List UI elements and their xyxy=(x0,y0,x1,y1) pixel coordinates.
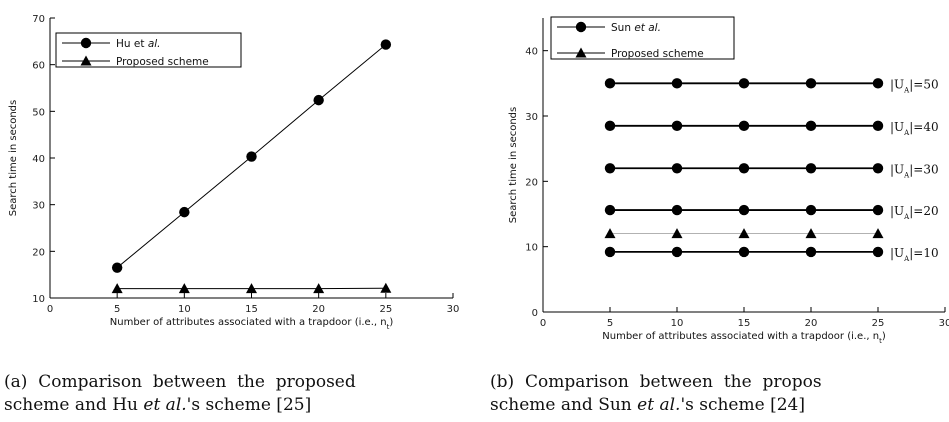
legend-label: Proposed scheme xyxy=(116,56,209,68)
circle-marker xyxy=(738,246,750,258)
x-tick-label: 25 xyxy=(379,304,392,315)
circle-marker xyxy=(872,163,884,174)
circle-marker xyxy=(380,39,392,50)
series-annotation: |UA|=30 xyxy=(890,162,939,179)
series-annotation: |UA|=10 xyxy=(890,246,939,263)
caption-line-1: (a) Comparison between the proposed xyxy=(4,372,356,392)
series-annotation: |UA|=50 xyxy=(890,77,939,94)
circle-marker xyxy=(671,78,683,89)
y-axis-label: Search time in seconds xyxy=(8,100,19,216)
x-axis-label: Number of attributes associated with a t… xyxy=(110,317,394,331)
y-tick-label: 40 xyxy=(32,154,45,165)
caption-line-1: (b) Comparison between the propos xyxy=(490,372,822,392)
caption-line-2: scheme and Sun et al.'s scheme [24] xyxy=(490,395,805,415)
legend-label: Hu et al. xyxy=(116,38,161,50)
legend-triangle-icon xyxy=(80,55,92,66)
x-tick-label: 10 xyxy=(178,304,191,315)
x-tick-label: 15 xyxy=(245,304,258,315)
circle-marker xyxy=(671,246,683,258)
x-axis-label: Number of attributes associated with a t… xyxy=(602,331,886,345)
triangle-marker xyxy=(805,228,817,239)
circle-marker xyxy=(671,204,683,216)
circle-marker xyxy=(604,120,616,131)
circle-marker xyxy=(872,246,884,258)
legend-triangle-icon xyxy=(575,47,587,58)
triangle-marker xyxy=(872,228,884,239)
circle-marker xyxy=(872,204,884,216)
legend-label: Proposed scheme xyxy=(611,48,704,60)
triangle-marker xyxy=(671,228,683,239)
legend-circle-icon xyxy=(575,21,587,33)
x-tick-label: 5 xyxy=(114,304,120,315)
circle-marker xyxy=(738,163,750,174)
y-tick-label: 40 xyxy=(525,47,538,58)
y-tick-label: 10 xyxy=(525,243,538,254)
y-tick-label: 20 xyxy=(525,177,538,188)
circle-marker xyxy=(738,78,750,89)
series-annotation: |UA|=20 xyxy=(890,204,939,221)
y-tick-label: 30 xyxy=(525,112,538,123)
caption-b: (b) Comparison between the propos scheme … xyxy=(490,372,822,415)
circle-marker xyxy=(872,78,884,89)
circle-marker xyxy=(604,78,616,89)
x-tick-label: 25 xyxy=(872,318,885,329)
y-tick-label: 0 xyxy=(532,308,538,319)
x-tick-label: 20 xyxy=(805,318,818,329)
circle-marker xyxy=(671,163,683,174)
circle-marker xyxy=(313,94,324,106)
x-tick-label: 30 xyxy=(939,318,949,329)
caption-line-2: scheme and Hu et al.'s scheme [25] xyxy=(4,395,311,415)
circle-marker xyxy=(246,151,257,162)
x-tick-label: 0 xyxy=(47,304,53,315)
circle-marker xyxy=(604,246,616,258)
circle-marker xyxy=(604,163,616,174)
circle-marker xyxy=(805,78,817,89)
chart-a: 0 5 10 15 20 25 30 10 20 30 40 50 60 70 Number of attr… xyxy=(8,14,459,331)
triangle-marker xyxy=(111,283,123,294)
legend-label: Sun et al. xyxy=(611,22,661,34)
circle-marker xyxy=(604,204,616,216)
x-tick-label: 0 xyxy=(540,318,546,329)
circle-marker xyxy=(872,120,884,131)
circle-marker xyxy=(111,262,123,273)
chart-b: 0 5 10 15 20 25 30 0 10 20 30 40 Number of attribute… xyxy=(508,16,949,345)
circle-marker xyxy=(738,120,750,131)
x-tick-label: 20 xyxy=(312,304,325,315)
circle-marker xyxy=(738,204,750,216)
x-tick-label: 30 xyxy=(447,304,460,315)
triangle-marker xyxy=(178,283,190,294)
y-tick-label: 30 xyxy=(32,201,45,212)
triangle-marker xyxy=(604,228,616,239)
legend: Sun et al. Proposed scheme xyxy=(550,16,735,60)
triangle-marker xyxy=(313,283,325,294)
x-tick-label: 15 xyxy=(738,318,751,329)
x-tick-label: 5 xyxy=(607,318,613,329)
circle-marker xyxy=(805,246,817,258)
triangle-marker xyxy=(380,282,392,293)
circle-marker xyxy=(805,204,817,216)
circle-marker xyxy=(179,206,190,218)
y-tick-label: 20 xyxy=(32,247,45,258)
circle-marker xyxy=(805,163,817,174)
circle-marker xyxy=(671,120,683,131)
triangle-marker xyxy=(738,228,750,239)
legend: Hu et al. Proposed scheme xyxy=(55,32,242,68)
y-axis-label: Search time in seconds xyxy=(508,107,519,223)
x-tick-label: 10 xyxy=(671,318,684,329)
legend-circle-icon xyxy=(80,37,92,49)
y-tick-label: 10 xyxy=(32,294,45,305)
y-tick-label: 70 xyxy=(32,14,45,25)
y-tick-label: 60 xyxy=(32,61,45,72)
y-tick-label: 50 xyxy=(32,107,45,118)
triangle-marker xyxy=(246,283,257,294)
series-annotation: |UA|=40 xyxy=(890,120,939,137)
circle-marker xyxy=(805,120,817,131)
caption-a: (a) Comparison between the proposed schem… xyxy=(4,372,356,415)
